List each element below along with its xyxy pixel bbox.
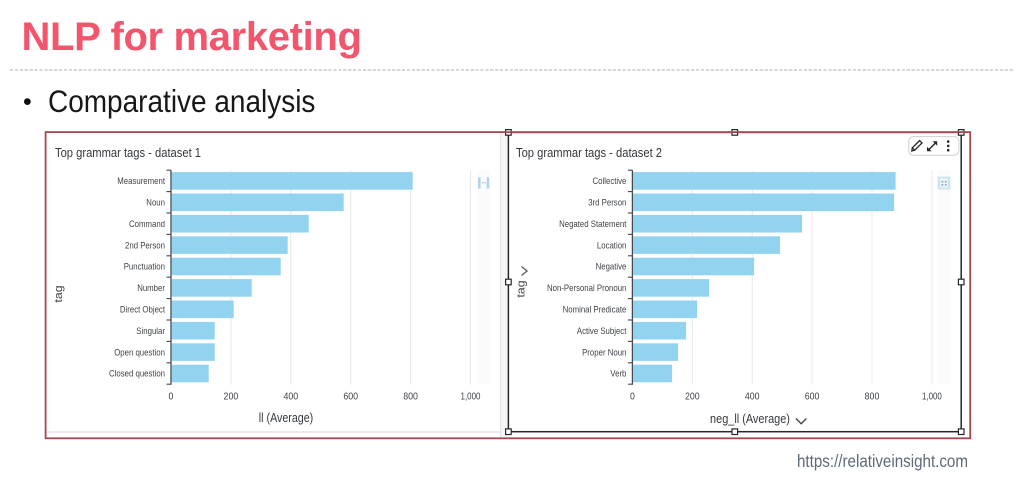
svg-text:Closed question: Closed question bbox=[109, 369, 165, 379]
svg-text:neg_ll (Average): neg_ll (Average) bbox=[710, 411, 790, 426]
svg-text:Measurement: Measurement bbox=[117, 176, 165, 186]
svg-text:Punctuation: Punctuation bbox=[124, 262, 165, 272]
svg-text:tag: tag bbox=[516, 281, 528, 298]
svg-text:400: 400 bbox=[283, 391, 298, 402]
svg-text:1,000: 1,000 bbox=[461, 391, 481, 402]
svg-text:Location: Location bbox=[597, 240, 627, 250]
svg-text:Top grammar tags - dataset 1: Top grammar tags - dataset 1 bbox=[55, 145, 201, 160]
svg-text:Singular: Singular bbox=[136, 326, 165, 336]
svg-text:Number: Number bbox=[137, 283, 165, 293]
svg-text:Open question: Open question bbox=[114, 347, 165, 357]
svg-text:600: 600 bbox=[805, 391, 820, 402]
svg-text:1,000: 1,000 bbox=[922, 391, 942, 402]
svg-text:600: 600 bbox=[343, 391, 358, 402]
svg-text:2nd Person: 2nd Person bbox=[125, 240, 165, 250]
svg-text:Negative: Negative bbox=[596, 262, 627, 272]
svg-text:Nominal Predicate: Nominal Predicate bbox=[563, 305, 627, 315]
svg-text:tag: tag bbox=[53, 286, 65, 303]
svg-text:Negated Statement: Negated Statement bbox=[559, 219, 627, 229]
svg-text:Command: Command bbox=[129, 219, 165, 229]
svg-text:Noun: Noun bbox=[146, 198, 165, 208]
svg-text:0: 0 bbox=[169, 391, 174, 402]
svg-text:3rd Person: 3rd Person bbox=[588, 198, 626, 208]
svg-text:Active Subject: Active Subject bbox=[577, 326, 627, 336]
svg-text:Proper Noun: Proper Noun bbox=[582, 347, 626, 357]
svg-text:Non-Personal Pronoun: Non-Personal Pronoun bbox=[547, 283, 626, 293]
svg-text:ll (Average): ll (Average) bbox=[259, 410, 313, 425]
svg-text:200: 200 bbox=[224, 391, 239, 402]
svg-text:Direct Object: Direct Object bbox=[120, 305, 165, 315]
svg-text:200: 200 bbox=[685, 391, 700, 402]
svg-text:400: 400 bbox=[745, 391, 760, 402]
svg-text:800: 800 bbox=[865, 391, 880, 402]
svg-text:Verb: Verb bbox=[610, 369, 626, 379]
svg-text:800: 800 bbox=[403, 391, 418, 402]
svg-text:Collective: Collective bbox=[593, 176, 627, 186]
svg-text:0: 0 bbox=[630, 391, 635, 402]
svg-text:Top grammar tags - dataset 2: Top grammar tags - dataset 2 bbox=[516, 145, 662, 160]
